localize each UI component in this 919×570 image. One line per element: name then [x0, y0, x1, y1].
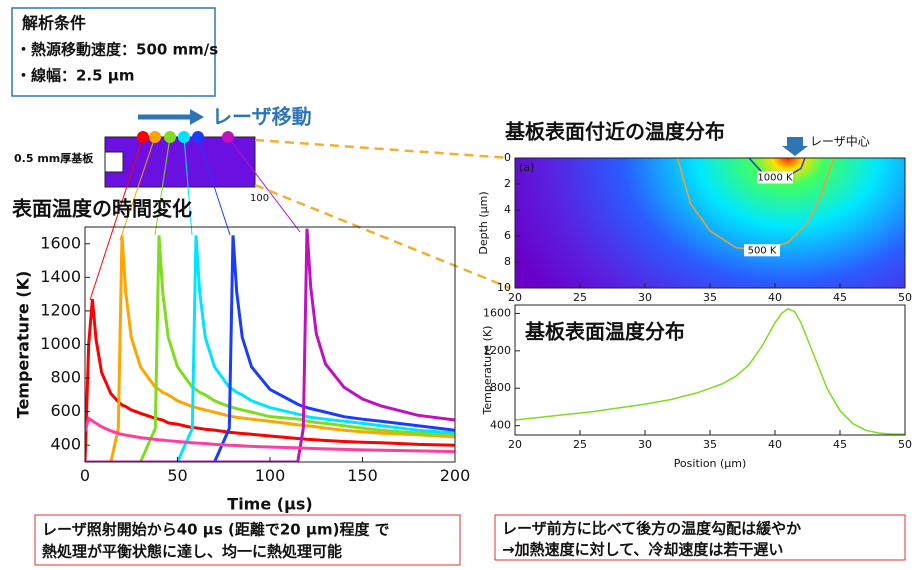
- note: レーザ照射開始から40 µs (距離で20 µm)程度 で: [42, 521, 390, 539]
- chart-title: 表面温度の時間変化: [12, 197, 192, 221]
- chart-title: 基板表面付近の温度分布: [505, 120, 725, 144]
- y-tick-label: 0: [504, 151, 511, 164]
- y-tick-label: 1600: [483, 306, 511, 319]
- note: レーザ前方に比べて後方の温度勾配は緩やか: [502, 520, 801, 538]
- substrate: [105, 137, 255, 187]
- substrate-label: 0.5 mm厚基板: [14, 151, 94, 165]
- laser-arrow: [782, 137, 808, 156]
- x-axis-label: Time (µs): [227, 495, 312, 514]
- x-tick-label: 200: [440, 466, 471, 485]
- contour-label: 1000 K: [757, 173, 793, 184]
- x-tick-label: 50: [167, 466, 187, 485]
- note: 熱処理が平衡状態に達し、均一に熱処理可能: [42, 543, 342, 561]
- y-tick-label: 800: [50, 368, 81, 387]
- annotation: レーザ中心: [810, 134, 870, 149]
- notch: [105, 152, 123, 172]
- x-tick-label: 35: [703, 438, 717, 451]
- x-tick-label: 100: [255, 466, 286, 485]
- condition-item: ・線幅：2.5 µm: [16, 67, 134, 85]
- laser-move: レーザ移動: [212, 105, 312, 129]
- condition-item: ・熱源移動速度：500 mm/s: [16, 41, 218, 59]
- y-axis-label: Temperature (K): [481, 326, 494, 416]
- x-tick-label: 45: [833, 291, 847, 304]
- x-tick-label: 20: [508, 438, 522, 451]
- y-tick-label: 1200: [40, 300, 81, 319]
- y-tick-label: 10: [497, 281, 511, 294]
- y-tick-label: 600: [50, 401, 81, 420]
- y-tick-label: 8: [504, 255, 511, 268]
- y-tick-label: 4: [504, 203, 511, 216]
- page: 解析条件 ・熱源移動速度：500 mm/s ・線幅：2.5 µm レーザ移動 0…: [0, 0, 919, 570]
- y-tick-label: 2: [504, 177, 511, 190]
- x-tick-label: 45: [833, 438, 847, 451]
- y-axis-label: Depth (µm): [477, 191, 490, 254]
- y-tick-label: 1600: [40, 233, 81, 252]
- note: →加熱速度に対して、冷却速度は若干遅い: [502, 541, 783, 559]
- arrow-head: [190, 109, 204, 125]
- x-tick-label: 30: [638, 438, 652, 451]
- panel-label: (a): [519, 161, 534, 174]
- data-line: [85, 235, 455, 462]
- heatmap: [515, 158, 905, 288]
- x-tick-label: 50: [898, 291, 912, 304]
- x-tick-label: 30: [638, 291, 652, 304]
- chart-title: 基板表面温度分布: [525, 320, 685, 344]
- x-axis-label: Position (µm): [674, 457, 747, 470]
- schematic-tick: 100: [250, 193, 269, 204]
- y-axis-label: Temperature (K): [14, 271, 33, 419]
- x-tick-label: 150: [347, 466, 378, 485]
- x-tick-label: 50: [898, 438, 912, 451]
- contour-label: 500 K: [748, 245, 777, 256]
- y-tick-label: 400: [50, 435, 81, 454]
- x-tick-label: 25: [573, 438, 587, 451]
- y-tick-label: 6: [504, 229, 511, 242]
- x-tick-label: 40: [768, 291, 782, 304]
- y-tick-label: 1400: [40, 267, 81, 286]
- conditions-title: 解析条件: [22, 14, 86, 33]
- x-tick-label: 25: [573, 291, 587, 304]
- x-tick-label: 35: [703, 291, 717, 304]
- y-tick-label: 400: [490, 419, 511, 432]
- zoom-lines: [255, 140, 510, 288]
- y-tick-label: 1000: [40, 334, 81, 353]
- x-tick-label: 40: [768, 438, 782, 451]
- x-tick-label: 0: [80, 466, 90, 485]
